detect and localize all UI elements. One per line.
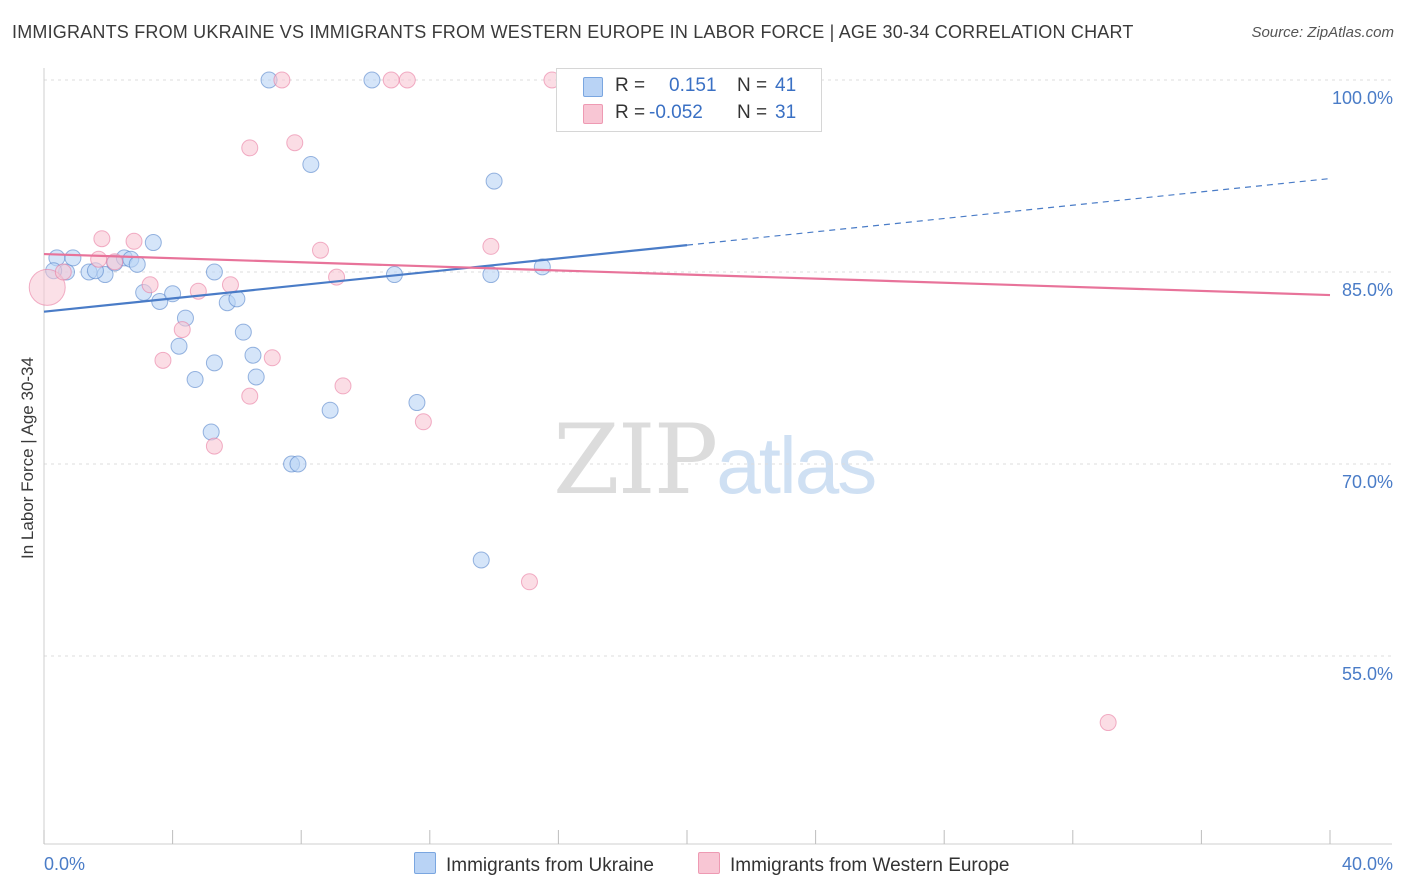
data-points: [28, 71, 1117, 732]
legend-row-western-europe: R = -0.052 N = 31: [557, 100, 821, 128]
legend-label-ukraine: Immigrants from Ukraine: [446, 855, 654, 876]
trend-lines: [43, 177, 1331, 313]
legend-r-label: R =: [615, 75, 646, 96]
series-legend: Immigrants from Ukraine Immigrants from …: [0, 850, 1406, 880]
legend-swatch-western-europe: [583, 104, 603, 124]
point-western-europe: [414, 413, 432, 431]
trend-line-ukraine: [43, 244, 688, 313]
point-western-europe: [382, 71, 400, 89]
legend-r-value: 0.151: [669, 75, 717, 96]
point-ukraine: [170, 337, 188, 355]
point-western-europe: [154, 351, 172, 369]
point-western-europe: [141, 276, 159, 294]
point-western-europe: [90, 250, 108, 268]
point-ukraine: [482, 266, 500, 284]
y-tick-label: 55.0%: [1342, 664, 1393, 684]
legend-row-ukraine: R = 0.151 N = 41: [557, 73, 821, 101]
legend-swatch-ukraine: [414, 852, 436, 874]
axes: [43, 68, 1392, 845]
chart-title: IMMIGRANTS FROM UKRAINE VS IMMIGRANTS FR…: [12, 22, 1134, 42]
watermark-zip: ZIP: [553, 404, 718, 516]
trend-line-western-europe: [43, 252, 1331, 297]
y-tick-label: 100.0%: [1332, 88, 1393, 108]
point-western-europe: [1099, 714, 1117, 732]
point-ukraine: [205, 354, 223, 372]
point-western-europe: [221, 276, 239, 294]
point-ukraine: [202, 423, 220, 441]
point-western-europe: [273, 71, 291, 89]
point-western-europe: [482, 237, 500, 255]
point-ukraine: [64, 249, 82, 267]
chart-source: Source: ZipAtlas.com: [1251, 24, 1394, 41]
x-tick-label-max: 40.0%: [1342, 854, 1393, 874]
point-ukraine: [408, 394, 426, 412]
legend-item-western-europe: Immigrants from Western Europe: [698, 852, 1009, 877]
legend-label-western-europe: Immigrants from Western Europe: [730, 855, 1010, 876]
legend-item-ukraine: Immigrants from Ukraine: [414, 852, 654, 877]
point-western-europe: [205, 437, 223, 455]
point-western-europe: [286, 134, 304, 152]
point-ukraine: [321, 401, 339, 419]
legend-n-value: 31: [775, 102, 797, 123]
point-ukraine: [244, 346, 262, 364]
point-western-europe: [334, 377, 352, 395]
point-ukraine: [302, 155, 320, 173]
point-western-europe: [28, 268, 66, 306]
point-western-europe: [398, 71, 416, 89]
tick-labels: 100.0% 85.0% 70.0% 55.0% 0.0% 40.0%: [44, 88, 1393, 874]
y-tick-label: 70.0%: [1342, 472, 1393, 492]
watermark-atlas: atlas: [716, 421, 877, 510]
gridlines: [44, 79, 1392, 657]
point-western-europe: [520, 573, 538, 591]
correlation-legend: R = 0.151 N = 41 R = -0.052 N = 31: [556, 68, 822, 132]
point-ukraine: [363, 71, 381, 89]
point-ukraine: [472, 551, 490, 569]
point-western-europe: [173, 321, 191, 339]
point-western-europe: [125, 232, 143, 250]
point-western-europe: [54, 263, 72, 281]
point-ukraine: [247, 368, 265, 386]
x-tick-label-min: 0.0%: [44, 854, 85, 874]
point-western-europe: [263, 349, 281, 367]
point-ukraine: [144, 234, 162, 252]
legend-n-value: 41: [775, 75, 797, 96]
legend-r-label: R =: [615, 102, 646, 123]
legend-r-value: -0.052: [649, 102, 703, 123]
point-ukraine: [289, 455, 307, 473]
legend-n-label: N =: [737, 75, 768, 96]
legend-swatch-ukraine: [583, 77, 603, 97]
y-tick-label: 85.0%: [1342, 280, 1393, 300]
point-ukraine: [186, 371, 204, 389]
legend-swatch-western-europe: [698, 852, 720, 874]
point-western-europe: [241, 139, 259, 157]
point-ukraine: [485, 172, 503, 190]
point-ukraine: [128, 255, 146, 273]
point-ukraine: [234, 323, 252, 341]
legend-n-label: N =: [737, 102, 768, 123]
point-western-europe: [241, 387, 259, 405]
watermark: ZIPatlas: [553, 404, 877, 516]
point-western-europe: [311, 241, 329, 259]
point-ukraine: [205, 263, 223, 281]
trend-line-ukraine-extrapolated: [686, 177, 1331, 246]
point-western-europe: [93, 230, 111, 248]
